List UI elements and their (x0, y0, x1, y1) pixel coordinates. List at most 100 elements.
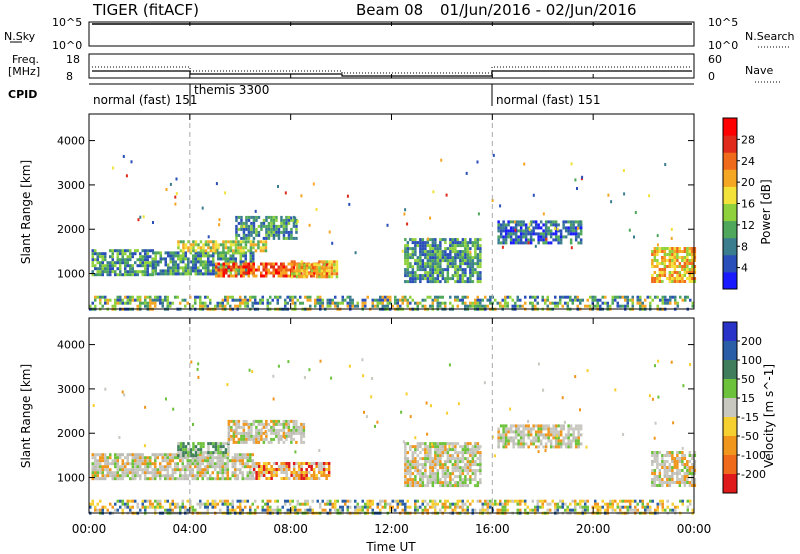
echo-cell-region-0 (116, 462, 119, 466)
echo-cell-region-1 (219, 263, 222, 267)
echo-cell-region-7 (399, 499, 402, 503)
echo-cell-region-6 (666, 466, 669, 469)
echo-cell-region-0 (126, 468, 129, 472)
echo-cell-region-7 (429, 499, 432, 503)
echo-cell-region-4 (277, 274, 280, 278)
echo-cell-region-0 (231, 474, 234, 478)
echo-cell-region-7 (364, 505, 367, 509)
echo-cell-region-1 (212, 269, 215, 273)
echo-cell-region-3 (280, 215, 283, 219)
echo-cell-region-3 (255, 227, 258, 231)
echo-cell-region-0 (114, 471, 117, 475)
echo-cell-region-0 (124, 273, 127, 277)
echo-cell-region-3 (257, 471, 261, 474)
echo-cell-region-1 (174, 260, 177, 264)
echo-cell-region-9 (106, 298, 109, 302)
echo-cell-region-0 (124, 456, 127, 460)
echo-cell-region-0 (241, 471, 244, 475)
echo-cell-region-1 (167, 272, 170, 276)
echo-cell-region-3 (250, 227, 253, 231)
echo-cell-region-4 (424, 463, 427, 467)
echo-cell-region-6 (651, 463, 654, 466)
echo-cell-region-6 (411, 247, 415, 251)
echo-cell-region-3 (282, 465, 286, 468)
echo-cell-region-2 (272, 428, 276, 432)
echo-cell-region-9 (256, 301, 259, 305)
echo-cell-region-0 (144, 462, 147, 466)
scatter-echo (190, 360, 193, 364)
echo-cell-region-6 (661, 463, 664, 466)
echo-cell-region-1 (164, 260, 167, 264)
echo-cell-region-6 (421, 274, 425, 278)
echo-cell-region-3 (265, 465, 268, 468)
echo-cell-region-5 (579, 424, 583, 428)
echo-cell-region-0 (119, 468, 122, 472)
scatter-echo (634, 211, 637, 214)
echo-cell-region-3 (255, 465, 258, 468)
echo-cell-region-8 (683, 250, 687, 253)
echo-cell-region-7 (319, 505, 322, 509)
echo-cell-region-3 (255, 215, 258, 219)
echo-cell-region-2 (270, 428, 273, 432)
echo-cell-region-1 (217, 448, 220, 452)
echo-cell-region-1 (217, 266, 220, 270)
echo-cell-region-4 (255, 268, 258, 272)
echo-cell-region-9 (466, 304, 469, 308)
echo-cell-region-0 (109, 255, 112, 259)
echo-cell-region-9 (471, 304, 474, 308)
echo-cell-region-9 (536, 301, 539, 305)
echo-cell-region-1 (229, 257, 232, 261)
echo-cell-region-4 (476, 445, 480, 449)
echo-cell-region-4 (479, 466, 482, 470)
echo-cell-region-1 (177, 251, 180, 255)
echo-cell-region-4 (439, 457, 442, 461)
echo-cell-region-2 (237, 440, 241, 444)
echo-cell-region-4 (275, 262, 278, 266)
echo-cell-region-1 (182, 269, 185, 273)
scatter-echo (303, 376, 306, 380)
scatter-echo (586, 369, 589, 373)
echo-cell-region-0 (126, 474, 129, 478)
echo-cell-region-7 (584, 502, 587, 506)
echo-cell-region-4 (250, 262, 253, 266)
scatter-echo (607, 193, 610, 197)
echo-cell-region-4 (439, 454, 442, 458)
echo-cell-region-4 (424, 466, 427, 470)
echo-cell-region-2 (177, 243, 180, 247)
echo-cell-region-7 (547, 241, 550, 245)
echo-cell-region-0 (121, 261, 124, 265)
echo-cell-region-0 (106, 270, 109, 274)
colorbar-segment (723, 417, 737, 437)
echo-cell-region-3 (280, 462, 283, 465)
echo-cell-region-2 (197, 243, 200, 247)
echo-cell-region-7 (406, 505, 409, 509)
scatter-echo (328, 230, 331, 234)
echo-cell-region-7 (486, 499, 489, 503)
echo-cell-region-7 (674, 508, 677, 512)
echo-cell-region-0 (169, 474, 172, 478)
echo-cell-region-7 (416, 508, 419, 512)
echo-cell-region-1 (207, 442, 210, 446)
echo-cell-region-0 (204, 474, 207, 478)
echo-cell-region-0 (241, 462, 244, 466)
echo-cell-region-0 (136, 273, 139, 277)
echo-cell-region-0 (106, 465, 109, 469)
echo-cell-region-7 (516, 499, 519, 503)
echo-cell-region-9 (116, 298, 119, 302)
echo-cell-region-7 (271, 508, 274, 512)
scatter-echo (429, 216, 432, 220)
echo-cell-region-6 (411, 256, 415, 260)
echo-cell-region-0 (109, 261, 112, 265)
echo-cell-region-7 (431, 499, 434, 503)
echo-cell-region-0 (181, 456, 184, 460)
echo-cell-region-8 (653, 259, 657, 262)
echo-cell-region-6 (691, 454, 694, 457)
echo-cell-region-8 (658, 268, 662, 271)
colorbar-tick-label: 15 (741, 392, 755, 405)
echo-cell-region-9 (601, 295, 604, 299)
echo-cell-region-6 (663, 466, 667, 469)
echo-cell-region-4 (227, 274, 230, 278)
echo-cell-region-1 (162, 272, 165, 276)
